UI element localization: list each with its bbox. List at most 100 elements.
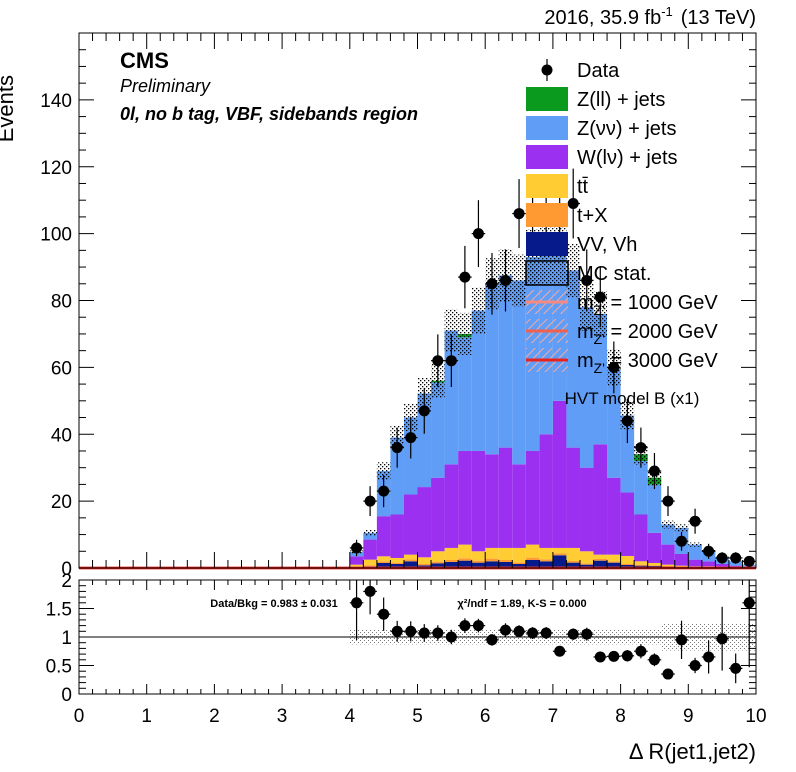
data-point-27 xyxy=(716,552,728,564)
stack-bar-2-9 xyxy=(471,551,486,561)
stack-bar-3-2 xyxy=(376,516,391,557)
stack-bar-0-14 xyxy=(539,561,553,568)
data-point-28 xyxy=(730,552,742,564)
stack-bar-4-6 xyxy=(431,382,445,478)
data-point-12 xyxy=(513,208,525,220)
stack-bar-4-22 xyxy=(647,484,662,533)
x-tick-label: 0 xyxy=(74,706,85,727)
stack-bar-0-17 xyxy=(579,564,594,568)
y-axis-label: Events xyxy=(0,75,18,142)
stack-bar-3-22 xyxy=(647,532,662,563)
ratio-point-23 xyxy=(662,668,674,680)
stack-bar-2-21 xyxy=(634,561,648,565)
stack-bar-4-18 xyxy=(593,313,608,445)
x-tick-label: 9 xyxy=(683,706,694,727)
legend-label-8: mZ' = 1000 GeV xyxy=(577,292,718,318)
mc-stat-bin-24 xyxy=(674,524,689,532)
stack-bar-3-7 xyxy=(444,464,459,548)
ratio-points xyxy=(349,580,756,684)
stack-bar-2-15 xyxy=(552,547,567,554)
stack-bar-3-18 xyxy=(593,444,608,555)
stack-bar-1-3 xyxy=(390,562,404,564)
stack-bar-0-4 xyxy=(403,561,418,568)
data-point-7 xyxy=(445,355,457,367)
stack-bar-2-22 xyxy=(647,562,662,566)
ratio-point-17 xyxy=(581,628,593,640)
data-point-9 xyxy=(472,228,484,240)
stack-bar-1-22 xyxy=(647,565,662,566)
data-point-10 xyxy=(486,278,498,290)
stack-bar-3-23 xyxy=(661,544,675,565)
stack-bar-2-16 xyxy=(566,547,580,561)
stack-bar-0-18 xyxy=(593,560,608,568)
y-tick-label: 140 xyxy=(40,91,72,112)
stack-bar-0-7 xyxy=(444,561,459,568)
stack-bar-2-23 xyxy=(661,564,675,566)
stack-bar-3-10 xyxy=(485,454,499,548)
stack-bar-2-24 xyxy=(674,565,689,567)
stack-bar-1-16 xyxy=(566,560,580,563)
stack-bar-3-26 xyxy=(701,561,716,567)
mc-stat-bin-1 xyxy=(363,529,377,537)
ratio-chi2-text: χ²/ndf = 1.89, K-S = 0.000 xyxy=(457,598,586,610)
ratio-point-12 xyxy=(513,625,525,637)
stack-bar-1-20 xyxy=(620,563,635,565)
ratio-point-14 xyxy=(540,627,552,639)
data-point-17 xyxy=(581,274,593,286)
stack-bar-3-17 xyxy=(579,467,594,552)
stack-bar-2-14 xyxy=(539,547,553,560)
stack-bar-3-4 xyxy=(403,494,418,555)
data-point-29 xyxy=(743,555,755,567)
data-point-26 xyxy=(703,545,715,557)
stack-bar-1-11 xyxy=(498,559,513,562)
ratio-y-tick-label: 1.5 xyxy=(46,600,72,621)
stack-bar-0-11 xyxy=(498,561,513,568)
stack-bar-2-1 xyxy=(363,559,377,566)
data-point-22 xyxy=(648,465,660,477)
x-tick-label: 5 xyxy=(412,706,423,727)
stack-bar-4-8 xyxy=(458,337,472,451)
ratio-point-10 xyxy=(486,634,498,646)
ratio-y-tick-label: 0 xyxy=(61,685,72,706)
stack-bar-2-20 xyxy=(620,555,635,564)
stack-bar-3-11 xyxy=(498,447,513,548)
stack-bar-2-18 xyxy=(593,554,608,559)
legend-swatch-5 xyxy=(526,203,568,227)
stack-bar-2-17 xyxy=(579,551,594,564)
stack-bar-0-2 xyxy=(376,562,391,568)
data-point-1 xyxy=(364,495,376,507)
ratio-point-7 xyxy=(445,631,457,643)
mc-stat-bin-2 xyxy=(376,462,391,480)
mc-stat-bin-25 xyxy=(688,542,702,547)
stack-bar-0-16 xyxy=(566,562,580,568)
stack-bar-3-9 xyxy=(471,450,486,552)
data-point-23 xyxy=(662,495,674,507)
stack-bar-1-6 xyxy=(431,561,445,564)
ratio-point-28 xyxy=(730,662,742,674)
stack-bar-4-12 xyxy=(512,280,526,465)
region-label: 0l, no b tag, VBF, sidebands region xyxy=(120,104,418,124)
legend-swatch-6 xyxy=(526,232,568,256)
ratio-point-20 xyxy=(621,650,633,662)
legend-label-1: Z(ll) + jets xyxy=(577,89,665,111)
data-point-25 xyxy=(689,515,701,527)
ratio-stat-text: Data/Bkg = 0.983 ± 0.031 xyxy=(210,598,337,610)
stack-bar-0-13 xyxy=(525,559,540,568)
experiment-label: CMS xyxy=(120,48,169,73)
stack-bar-3-19 xyxy=(607,477,621,555)
stack-bar-3-28 xyxy=(728,565,743,568)
mc-stat-bin-9 xyxy=(471,287,486,334)
stack-bar-3-6 xyxy=(431,477,445,552)
stack-bar-0-3 xyxy=(390,563,404,568)
stack-bar-0-5 xyxy=(417,565,432,568)
ratio-point-5 xyxy=(418,627,430,639)
stack-bar-1-1 xyxy=(363,565,377,567)
stack-bar-2-3 xyxy=(390,557,404,563)
ratio-point-4 xyxy=(405,625,417,637)
stack-bar-2-11 xyxy=(498,547,513,560)
stack-bar-2-12 xyxy=(512,547,526,563)
ratio-point-6 xyxy=(432,627,444,639)
stack-bar-2-26 xyxy=(701,566,716,567)
legend-marker xyxy=(541,64,553,76)
data-point-16 xyxy=(567,198,579,210)
